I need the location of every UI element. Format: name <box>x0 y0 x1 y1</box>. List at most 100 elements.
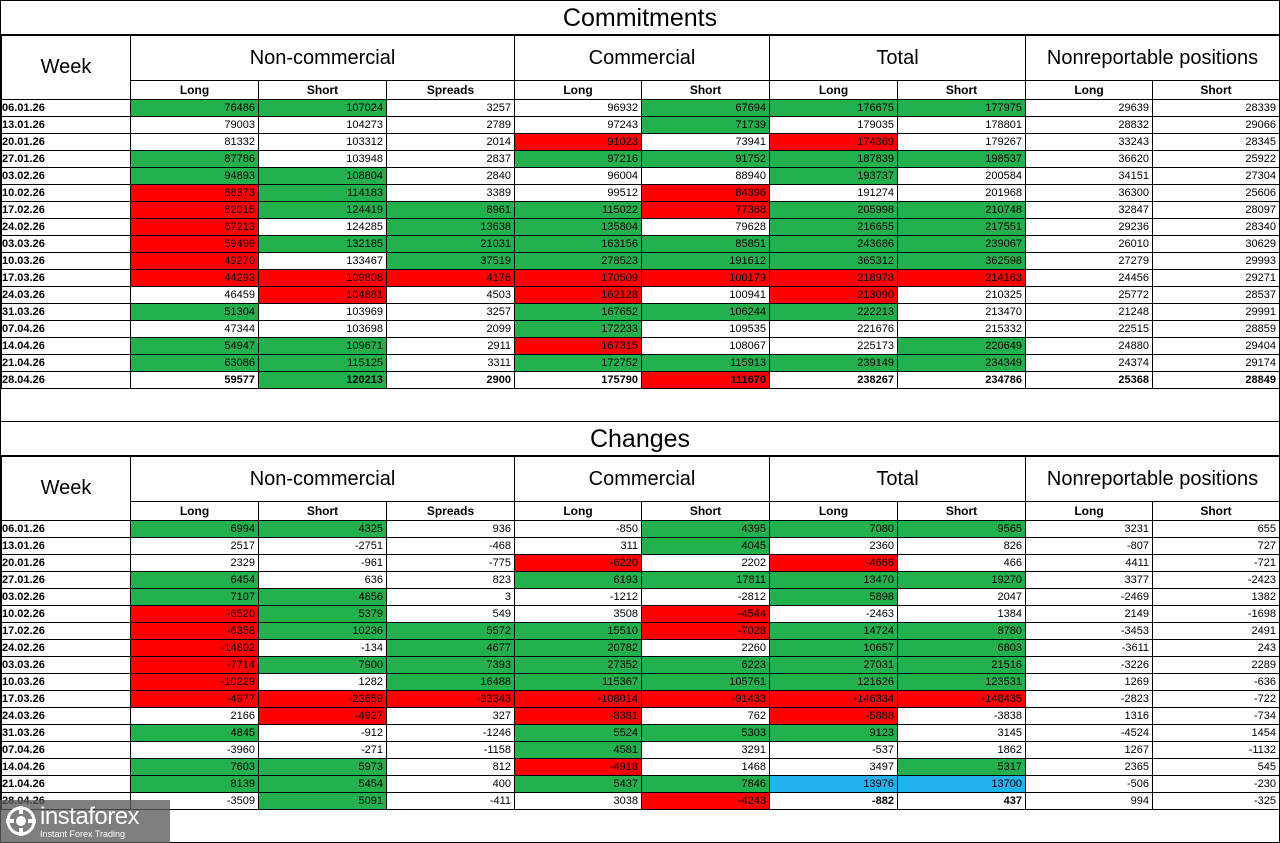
value-cell: 28097 <box>1152 201 1280 219</box>
week-header: Week <box>1 35 131 100</box>
value-cell: 222213 <box>769 303 899 321</box>
value-cell: 29404 <box>1152 337 1280 355</box>
value-cell: 400 <box>385 775 516 793</box>
value-cell: 7603 <box>130 758 259 776</box>
value-cell: 49270 <box>130 252 259 270</box>
value-cell: 239067 <box>897 235 1027 253</box>
value-cell: 327 <box>385 707 516 725</box>
value-cell: 7393 <box>385 656 516 674</box>
value-cell: 94893 <box>130 167 259 185</box>
week-cell: 28.04.26 <box>1 371 131 389</box>
value-cell: -722 <box>1152 690 1280 708</box>
value-cell: 2360 <box>769 537 899 555</box>
value-cell: 21031 <box>385 235 516 253</box>
value-cell: 243686 <box>769 235 899 253</box>
week-cell: 20.01.26 <box>1 133 131 151</box>
sub-header: Long <box>769 501 899 521</box>
table-row: 31.03.26 51304 103969 3257 167652 106244 22221… <box>1 303 1280 321</box>
value-cell: 3 <box>385 588 516 606</box>
value-cell: 437 <box>897 792 1027 810</box>
value-cell: 7900 <box>258 656 387 674</box>
changes-panel: Changes Week Non-commercial Commercial T… <box>0 421 1280 843</box>
value-cell: 36620 <box>1025 150 1154 168</box>
value-cell: 13976 <box>769 775 899 793</box>
value-cell: 34151 <box>1025 167 1154 185</box>
table-row: 24.02.26 67213 124285 13638 135804 79628 21665… <box>1 218 1280 236</box>
week-cell: 17.02.26 <box>1 622 131 640</box>
sub-header: Long <box>130 80 259 100</box>
value-cell: 76486 <box>130 99 259 117</box>
week-cell: 10.03.26 <box>1 673 131 691</box>
value-cell: 13638 <box>385 218 516 236</box>
value-cell: 2149 <box>1025 605 1154 623</box>
table-row: 27.01.26 87786 103948 2837 97216 91752 187839 1… <box>1 150 1280 168</box>
week-cell: 20.01.26 <box>1 554 131 572</box>
value-cell: 2260 <box>641 639 771 657</box>
value-cell: 73941 <box>641 133 771 151</box>
value-cell: 28339 <box>1152 99 1280 117</box>
value-cell: 1454 <box>1152 724 1280 742</box>
value-cell: 103312 <box>258 133 387 151</box>
value-cell: 193737 <box>769 167 899 185</box>
value-cell: 234349 <box>897 354 1027 372</box>
table-row: 03.03.26 -7714 7900 7393 27352 6223 27031 21516… <box>1 656 1280 674</box>
week-cell: 24.03.26 <box>1 707 131 725</box>
value-cell: -4544 <box>641 605 771 623</box>
value-cell: 5317 <box>897 758 1027 776</box>
value-cell: 109808 <box>258 269 387 287</box>
week-cell: 07.04.26 <box>1 741 131 759</box>
value-cell: 2911 <box>385 337 516 355</box>
value-cell: 81332 <box>130 133 259 151</box>
table-row: 14.04.26 7603 5973 812 -4918 1468 3497 5317 2365… <box>1 758 1280 776</box>
value-cell: 97243 <box>514 116 643 134</box>
value-cell: 97216 <box>514 150 643 168</box>
value-cell: 2166 <box>130 707 259 725</box>
week-cell: 13.01.26 <box>1 116 131 134</box>
value-cell: 10657 <box>769 639 899 657</box>
value-cell: 103698 <box>258 320 387 338</box>
value-cell: 27031 <box>769 656 899 674</box>
group-header-nonreportable: Nonreportable positions <box>1025 35 1280 81</box>
value-cell: 365312 <box>769 252 899 270</box>
value-cell: 9123 <box>769 724 899 742</box>
value-cell: -850 <box>514 520 643 538</box>
table-row: 06.01.26 76486 107024 3257 96932 67694 176675 1… <box>1 99 1280 117</box>
value-cell: 10236 <box>258 622 387 640</box>
watermark-brand: instaforex <box>40 803 140 830</box>
value-cell: 549 <box>385 605 516 623</box>
value-cell: 167315 <box>514 337 643 355</box>
value-cell: 22515 <box>1025 320 1154 338</box>
value-cell: 24880 <box>1025 337 1154 355</box>
value-cell: -1698 <box>1152 605 1280 623</box>
value-cell: -5888 <box>769 707 899 725</box>
week-cell: 27.01.26 <box>1 571 131 589</box>
value-cell: 174369 <box>769 133 899 151</box>
sub-header: Short <box>897 501 1027 521</box>
value-cell: 15510 <box>514 622 643 640</box>
value-cell: -10229 <box>130 673 259 691</box>
table-row: 03.02.26 7107 4856 3 -1212 -2812 5898 2047 -2469… <box>1 588 1280 606</box>
value-cell: 5898 <box>769 588 899 606</box>
value-cell: -3453 <box>1025 622 1154 640</box>
value-cell: 1269 <box>1025 673 1154 691</box>
value-cell: 3038 <box>514 792 643 810</box>
week-cell: 27.01.26 <box>1 150 131 168</box>
value-cell: 115022 <box>514 201 643 219</box>
changes-table: Week Non-commercial Commercial Total Non… <box>1 456 1280 810</box>
value-cell: 3257 <box>385 303 516 321</box>
value-cell: -4927 <box>258 707 387 725</box>
group-header-commercial: Commercial <box>514 456 771 502</box>
value-cell: -2463 <box>769 605 899 623</box>
value-cell: 4677 <box>385 639 516 657</box>
week-cell: 06.01.26 <box>1 520 131 538</box>
value-cell: 311 <box>514 537 643 555</box>
week-cell: 10.02.26 <box>1 605 131 623</box>
table-row: 24.02.26 -14802 -134 4677 20782 2260 10657 6803… <box>1 639 1280 657</box>
value-cell: 8780 <box>897 622 1027 640</box>
value-cell: 79003 <box>130 116 259 134</box>
value-cell: 3389 <box>385 184 516 202</box>
table-row: 20.01.26 2329 -961 -775 -6220 2202 -4666 466 441… <box>1 554 1280 572</box>
table-row: 10.02.26 88373 114183 3389 99512 84396 191274 2… <box>1 184 1280 202</box>
week-header: Week <box>1 456 131 521</box>
value-cell: -4524 <box>1025 724 1154 742</box>
